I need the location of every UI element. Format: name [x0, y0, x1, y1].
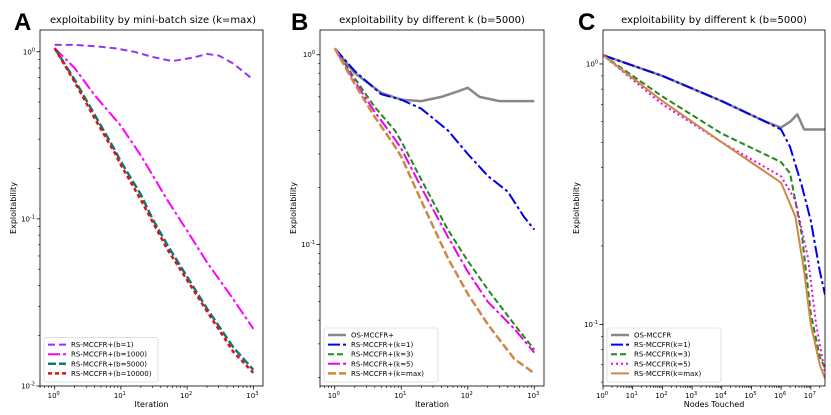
- x-axis-label: Nodes Touched: [684, 400, 745, 409]
- series-line-1: [603, 54, 825, 131]
- series-line-2: [603, 54, 825, 295]
- x-tick-label: 102: [461, 391, 473, 400]
- series-line-4: [53, 47, 255, 374]
- legend-entry: RS-MCCFR(k=max): [634, 370, 701, 378]
- legend: RS-MCCFR+(b=1)RS-MCCFR+(b=1000)RS-MCCFR+…: [43, 337, 159, 383]
- x-axis-label: Iteration: [415, 400, 449, 409]
- x-tick-label: 100: [596, 391, 608, 400]
- chart-title: exploitability by different k (b=5000): [339, 15, 525, 26]
- y-tick-label: 100: [23, 47, 35, 56]
- legend-entry: RS-MCCFR+(b=1000): [71, 351, 147, 359]
- y-tick-label: 10-1: [584, 320, 598, 329]
- panel-letter: A: [14, 9, 31, 36]
- plot-frame: [319, 29, 545, 387]
- legend-box: [323, 327, 439, 383]
- x-tick-label: 101: [626, 391, 638, 400]
- plot-frame: [602, 29, 826, 387]
- y-tick-label: 10-1: [21, 214, 35, 223]
- plot-frame: [39, 29, 264, 387]
- series-line-3: [53, 47, 255, 371]
- series-line-1: [54, 43, 254, 81]
- legend-entry: RS-MCCFR+(k=1): [351, 341, 414, 349]
- x-tick-label: 100: [48, 391, 60, 400]
- x-tick-label: 103: [527, 391, 539, 400]
- chart-title: exploitability by mini-batch size (k=max…: [50, 15, 256, 26]
- x-tick-label: 105: [744, 391, 756, 400]
- series-line-4: [333, 47, 536, 354]
- y-axis-label: Exploitability: [9, 182, 18, 234]
- legend-entry: RS-MCCFR+(b=1): [71, 341, 134, 349]
- y-axis-label: Exploitability: [289, 182, 298, 234]
- y-tick-label: 10-2: [21, 382, 35, 391]
- series-lines: [333, 47, 536, 375]
- x-tick-label: 103: [685, 391, 697, 400]
- y-tick-label: 100: [586, 59, 598, 68]
- series-line-2: [53, 47, 255, 330]
- legend-box: [606, 327, 722, 383]
- x-tick-label: 104: [715, 391, 727, 400]
- panel-letter: B: [291, 9, 308, 36]
- x-tick-label: 101: [394, 391, 406, 400]
- chart-title: exploitability by different k (b=5000): [621, 15, 807, 26]
- x-tick-label: 102: [655, 391, 667, 400]
- x-axis-label: Iteration: [135, 400, 169, 409]
- x-tick-label: 101: [114, 391, 126, 400]
- series-lines: [53, 43, 255, 374]
- x-tick-label: 102: [180, 391, 192, 400]
- x-tick-label: 103: [246, 391, 258, 400]
- legend-entry: RS-MCCFR+(k=3): [351, 351, 414, 359]
- series-line-5: [333, 47, 536, 375]
- legend-entry: RS-MCCFR+(b=5000): [71, 360, 147, 368]
- legend: OS-MCCFR+RS-MCCFR+(k=1)RS-MCCFR+(k=3)RS-…: [323, 327, 439, 383]
- series-lines: [603, 54, 825, 379]
- y-tick-label: 10-1: [301, 240, 315, 249]
- series-line-2: [334, 47, 536, 231]
- legend-entry: RS-MCCFR+(b=10000): [71, 370, 152, 378]
- legend: OS-MCCFRRS-MCCFR(k=1)RS-MCCFR(k=3)RS-MCC…: [606, 327, 722, 383]
- panel-letter: C: [578, 9, 595, 36]
- legend-entry: OS-MCCFR+: [351, 332, 394, 340]
- x-tick-label: 107: [804, 391, 816, 400]
- series-line-5: [603, 54, 825, 379]
- legend-box: [43, 337, 159, 383]
- series-line-1: [333, 47, 535, 103]
- y-tick-label: 100: [303, 50, 315, 59]
- legend-entry: OS-MCCFR: [634, 332, 671, 340]
- legend-entry: RS-MCCFR(k=3): [634, 351, 691, 359]
- legend-entry: RS-MCCFR+(k=max): [351, 370, 424, 378]
- series-line-3: [603, 54, 825, 369]
- series-line-4: [603, 54, 825, 374]
- series-line-3: [333, 47, 536, 351]
- x-tick-label: 106: [774, 391, 786, 400]
- legend-entry: RS-MCCFR(k=5): [634, 360, 691, 368]
- y-axis-label: Exploitability: [572, 182, 581, 234]
- legend-entry: RS-MCCFR(k=1): [634, 341, 691, 349]
- x-tick-label: 100: [328, 391, 340, 400]
- legend-entry: RS-MCCFR+(k=5): [351, 360, 414, 368]
